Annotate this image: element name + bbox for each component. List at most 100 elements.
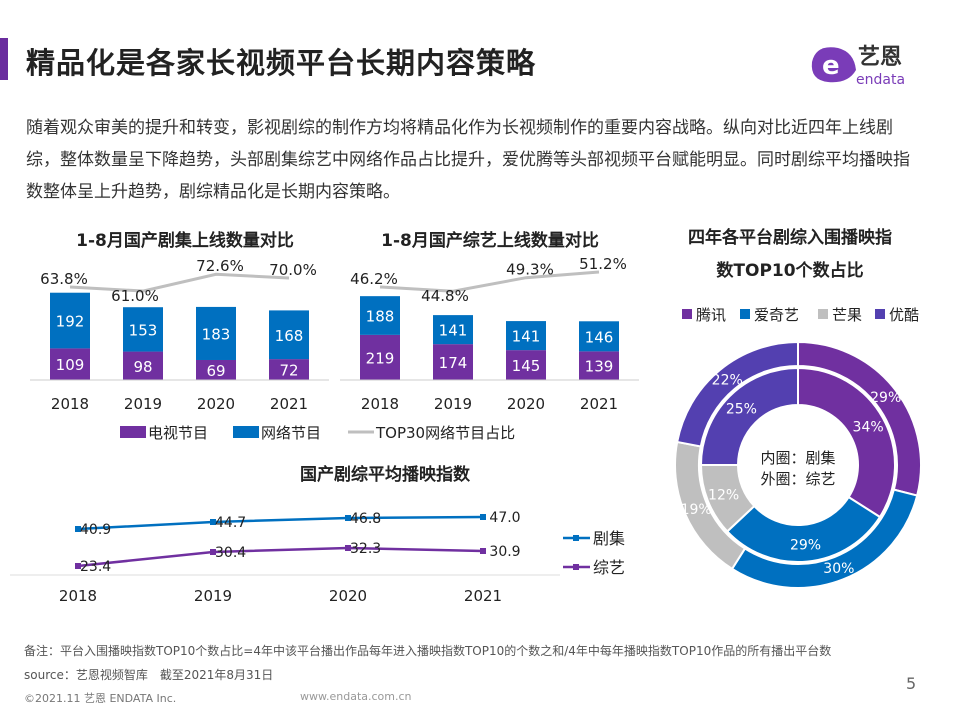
legend-label: TOP30网络节目占比 <box>375 424 515 442</box>
data-point <box>75 563 81 569</box>
svg-text:endata: endata <box>856 72 905 88</box>
chart4-title-line1: 四年各平台剧综入围播映指 <box>688 228 892 248</box>
legend-label: 网络节目 <box>261 424 321 442</box>
chart3-title: 国产剧综平均播映指数 <box>300 465 470 485</box>
legend-label: 爱奇艺 <box>754 306 799 324</box>
data-point <box>345 515 351 521</box>
donut-slice <box>676 340 799 448</box>
data-point <box>210 549 216 555</box>
line-top30 <box>379 270 600 293</box>
slice-label: 34% <box>853 419 884 435</box>
bar-tv <box>506 350 546 380</box>
legend-swatch <box>818 309 828 319</box>
data-label: 30.9 <box>489 544 520 560</box>
x-tick-label: 2019 <box>124 395 162 413</box>
data-point <box>480 514 486 520</box>
bar-label-web: 153 <box>129 321 158 339</box>
donut-slice <box>797 366 896 519</box>
svg-text:e: e <box>822 51 840 81</box>
donut-center-label: 外圈：综艺 <box>760 470 835 488</box>
donut-slice <box>725 495 882 563</box>
logo-icon: e 艺恩 endata <box>811 44 905 88</box>
x-tick-label: 2018 <box>361 395 399 413</box>
data-point <box>210 519 216 525</box>
donut-slice <box>699 366 799 466</box>
data-label: 30.4 <box>215 545 246 561</box>
slice-label: 19% <box>681 502 712 518</box>
bar-label-tv: 98 <box>133 358 152 376</box>
bar-web <box>579 321 619 352</box>
line-label: 46.2% <box>350 270 398 288</box>
bar-web <box>50 292 90 349</box>
chart4-title: 四年各平台剧综入围播映指 数TOP10个数占比 <box>650 222 930 288</box>
bar-web <box>433 315 473 345</box>
slice-label: 29% <box>870 390 901 406</box>
bar-label-web: 188 <box>366 308 395 326</box>
bar-web <box>196 306 236 360</box>
bar-web <box>123 307 163 352</box>
x-tick-label: 2019 <box>194 587 232 605</box>
page-title: 精品化是各家长视频平台长期内容策略 <box>26 46 537 80</box>
source-note: source：艺恩视频智库 截至2021年8月31日 <box>24 668 274 682</box>
x-tick-label: 2018 <box>59 587 97 605</box>
x-tick-label: 2021 <box>464 587 502 605</box>
svg-text:艺恩: 艺恩 <box>858 44 902 70</box>
x-tick-label: 2020 <box>329 587 367 605</box>
logo: e 艺恩 endata <box>808 40 928 92</box>
page-number: 5 <box>906 674 917 693</box>
line-label: 49.3% <box>506 261 554 279</box>
bar-tv <box>123 351 163 380</box>
legend-swatch <box>120 426 146 438</box>
line-label: 61.0% <box>111 287 159 305</box>
x-tick-label: 2020 <box>197 395 235 413</box>
chart2-title: 1-8月国产综艺上线数量对比 <box>381 231 599 251</box>
data-label: 47.0 <box>489 510 520 526</box>
legend-label: 腾讯 <box>696 306 726 324</box>
website: www.endata.com.cn <box>300 690 412 703</box>
donut-center-label: 内圈：剧集 <box>760 449 835 467</box>
bar-label-tv: 139 <box>585 358 614 376</box>
slice-label: 22% <box>712 372 743 388</box>
slice-label: 29% <box>790 538 821 554</box>
slice-label: 12% <box>708 487 739 503</box>
bar-tv <box>50 348 90 380</box>
x-tick-label: 2020 <box>507 395 545 413</box>
legend-label: 剧集 <box>593 529 625 548</box>
bar-label-web: 141 <box>512 328 541 346</box>
bar-web <box>506 321 546 351</box>
line-label: 44.8% <box>421 287 469 305</box>
bar-label-tv: 69 <box>206 362 225 380</box>
data-point <box>75 526 81 532</box>
bar-web <box>269 310 309 360</box>
copyright: ©2021.11 艺恩 ENDATA Inc. <box>24 692 177 705</box>
bar-label-tv: 219 <box>366 349 395 367</box>
bar-label-web: 146 <box>585 328 614 346</box>
bar-label-tv: 145 <box>512 357 541 375</box>
data-point <box>480 548 486 554</box>
data-label: 40.9 <box>80 522 111 538</box>
chart4-title-line2: 数TOP10个数占比 <box>716 261 864 281</box>
bar-label-web: 141 <box>439 322 468 340</box>
legend-swatch <box>875 309 885 319</box>
bar-tv <box>360 334 400 380</box>
slice-label: 30% <box>823 561 854 577</box>
data-label: 46.8 <box>350 511 381 527</box>
series-line <box>77 515 484 531</box>
line-label: 63.8% <box>40 270 88 288</box>
data-point <box>345 545 351 551</box>
bar-tv <box>269 359 309 380</box>
legend-label: 芒果 <box>832 306 862 324</box>
legend-swatch <box>233 426 259 438</box>
bar-label-web: 168 <box>275 327 304 345</box>
legend-marker <box>573 535 579 541</box>
x-tick-label: 2021 <box>580 395 618 413</box>
data-label: 23.4 <box>80 559 111 575</box>
bar-web <box>360 296 400 335</box>
title-accent-bar <box>0 38 8 80</box>
x-tick-label: 2021 <box>270 395 308 413</box>
bar-label-tv: 174 <box>439 354 468 372</box>
chart1-title: 1-8月国产剧集上线数量对比 <box>76 231 294 251</box>
legend-label: 综艺 <box>593 558 625 577</box>
data-label: 32.3 <box>350 541 381 557</box>
bar-label-tv: 72 <box>279 362 298 380</box>
